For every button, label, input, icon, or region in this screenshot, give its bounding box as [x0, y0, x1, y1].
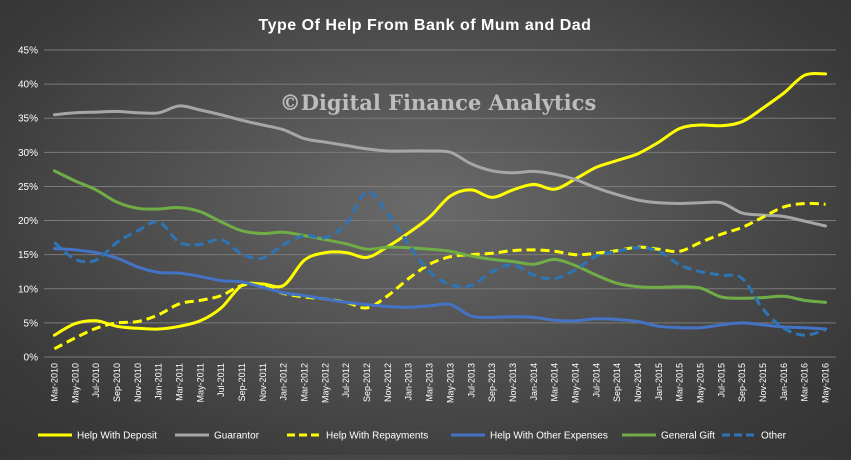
chart-title: Type Of Help From Bank of Mum and Dad [259, 17, 592, 34]
x-tick-label: Sep-2011 [237, 363, 247, 401]
series-line-guarantor [52, 104, 828, 228]
x-tick-label: Nov-2014 [633, 363, 643, 402]
x-tick-label: Mar-2011 [174, 363, 184, 401]
x-axis-ticks: Mar-2010 May-2010 Jul-2010 Sep-2010 Nov-2010… [49, 363, 830, 403]
y-tick-label: 25% [18, 182, 38, 193]
y-tick-label: 15% [18, 250, 38, 261]
legend-label-other: Other [761, 431, 787, 442]
y-tick-label: 20% [18, 216, 38, 227]
x-tick-label: Mar-2015 [675, 363, 685, 402]
x-tick-label: Jan-2011 [154, 363, 164, 400]
x-tick-label: Mar-2014 [550, 363, 560, 402]
legend: Help With Deposit Guarantor Help With Repa… [38, 431, 787, 442]
x-tick-label: May-2014 [570, 363, 580, 403]
x-tick-label: Nov-2010 [133, 363, 143, 402]
y-tick-label: 10% [18, 284, 38, 295]
y-axis-ticks: 0% 5% 10% 15% 20% 25% 30% 35% 40% 45% [18, 46, 38, 364]
x-tick-label: Mar-2012 [300, 363, 310, 402]
x-tick-label: Jan-2016 [779, 363, 789, 401]
y-tick-label: 45% [18, 46, 38, 57]
x-tick-label: Jul-2014 [591, 363, 601, 398]
legend-label-help-with-repayments: Help With Repayments [326, 431, 428, 442]
x-tick-label: May-2011 [195, 363, 205, 402]
x-tick-label: Sep-2010 [112, 363, 122, 402]
x-tick-label: Sep-2012 [362, 363, 372, 402]
series-lines [52, 71, 828, 351]
y-tick-label: 40% [18, 80, 38, 91]
x-tick-label: Sep-2015 [737, 363, 747, 402]
legend-label-guarantor: Guarantor [214, 431, 260, 442]
y-tick-label: 0% [24, 353, 39, 364]
x-tick-label: Jul-2011 [216, 363, 226, 397]
legend-label-general-gift: General Gift [661, 431, 715, 442]
x-tick-label: Jan-2015 [654, 363, 664, 401]
y-tick-label: 30% [18, 148, 38, 159]
legend-label-help-with-deposit: Help With Deposit [77, 431, 157, 442]
x-tick-label: Jul-2010 [91, 363, 101, 398]
x-tick-label: Mar-2010 [49, 363, 59, 402]
gridlines [44, 49, 836, 358]
x-tick-label: May-2016 [821, 363, 831, 403]
x-tick-label: Nov-2012 [383, 363, 393, 402]
y-tick-label: 35% [18, 114, 38, 125]
x-tick-label: Jul-2013 [466, 363, 476, 398]
x-tick-label: Nov-2015 [758, 363, 768, 402]
x-tick-label: Jan-2012 [279, 363, 289, 401]
x-tick-label: Sep-2014 [612, 363, 622, 402]
x-tick-label: May-2010 [70, 363, 80, 403]
x-tick-label: Sep-2013 [487, 363, 497, 402]
legend-label-help-with-other-expenses: Help With Other Expenses [490, 431, 608, 442]
x-tick-label: May-2013 [445, 363, 455, 403]
x-tick-label: Mar-2013 [425, 363, 435, 402]
x-tick-label: Jul-2015 [716, 363, 726, 398]
series-line-general-gift [52, 169, 828, 304]
series-line-help-with-deposit [52, 71, 828, 337]
y-tick-label: 5% [24, 318, 39, 329]
x-tick-label: May-2015 [696, 363, 706, 403]
watermark-text: ©Digital Finance Analytics [280, 90, 597, 115]
x-tick-label: Jan-2013 [404, 363, 414, 401]
x-tick-label: Mar-2016 [800, 363, 810, 402]
x-tick-label: Nov-2011 [258, 363, 268, 401]
series-line-help-with-other-expenses [52, 247, 828, 331]
series-line-other [53, 190, 827, 337]
x-tick-label: Nov-2013 [508, 363, 518, 402]
series-line-help-with-repayments [53, 201, 826, 351]
x-tick-label: Jul-2012 [341, 363, 351, 398]
x-tick-label: May-2012 [320, 363, 330, 403]
x-tick-label: Jan-2014 [529, 363, 539, 401]
